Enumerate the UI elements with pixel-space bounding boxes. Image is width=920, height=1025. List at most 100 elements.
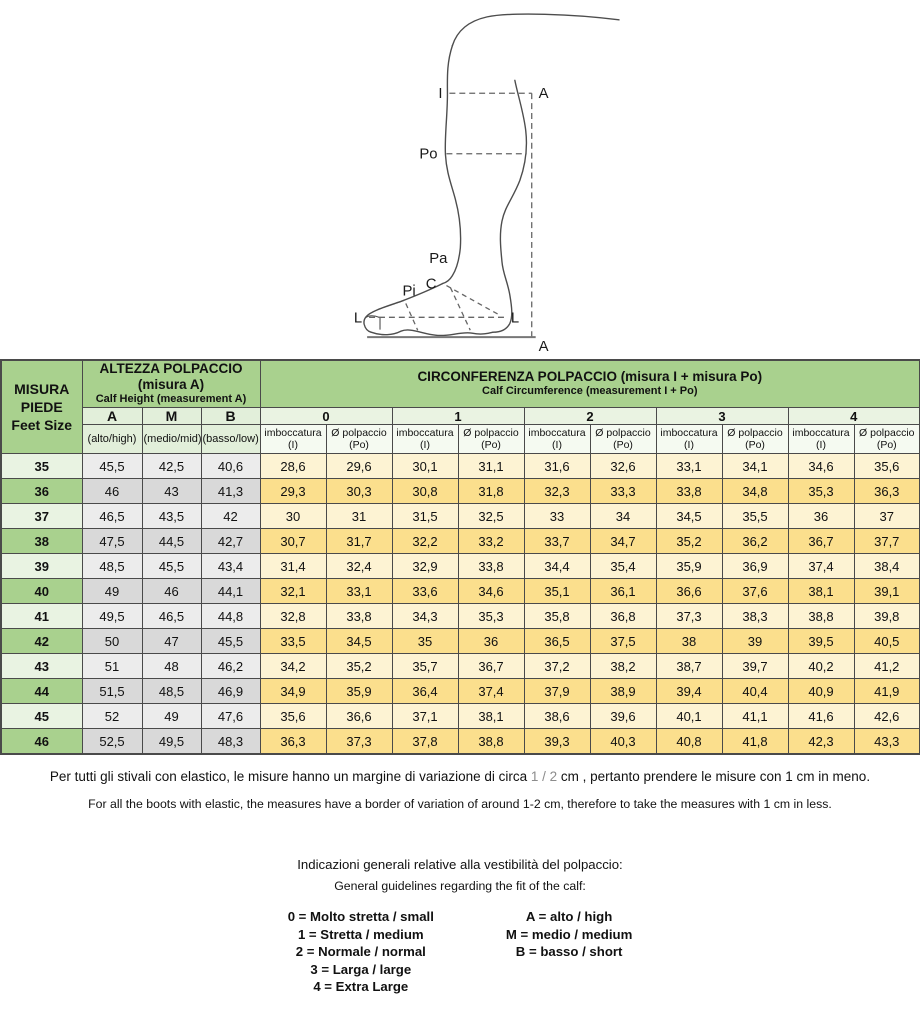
circ-cell: 36,6 (655, 578, 723, 605)
subcol-header-imboccatura: imboccatura (I) (787, 424, 855, 455)
circ-cell: 35,2 (325, 653, 393, 680)
subcol-line1: imboccatura (528, 426, 586, 439)
circ-cell: 36,8 (589, 603, 657, 630)
circ-cell: 35,8 (523, 603, 591, 630)
circ-cell: 37,3 (655, 603, 723, 630)
legend-item: 3 = Larga / large (310, 961, 412, 977)
circ-cell: 30 (259, 503, 327, 530)
note-italian: Per tutti gli stivali con elastico, le m… (0, 769, 920, 784)
circ-cell: 34,6 (457, 578, 525, 605)
circ-cell: 39,8 (853, 603, 920, 630)
diagram-label-i: I (438, 86, 442, 102)
calf-circumference-header: CIRCONFERENZA POLPACCIO (misura I + misu… (259, 359, 920, 409)
legend-item: 2 = Normale / normal (295, 944, 426, 960)
circ-cell: 35,7 (391, 653, 459, 680)
size-cell: 35 (0, 453, 83, 480)
circ-cell: 38,6 (523, 703, 591, 730)
circ-cell: 36,9 (721, 553, 789, 580)
calf-height-title-en: Calf Height (measurement A) (95, 393, 247, 406)
circ-cell: 35,5 (721, 503, 789, 530)
table-row: 41 49,5 46,5 44,8 32,8 33,8 34,3 35,3 35,8 36,8 37… (0, 603, 920, 630)
height-legend: A = alto / high M = medio / medium B = bas… (506, 908, 632, 961)
subcol-header-polpaccio: Ø polpaccio (Po) (853, 424, 920, 455)
table-row: 40 49 46 44,1 32,1 33,1 33,6 34,6 35,1 36,1 36,6 37… (0, 578, 920, 605)
height-cell: 45,5 (200, 628, 261, 655)
size-cell: 45 (0, 703, 83, 730)
feet-size-it-2: PIEDE (20, 398, 63, 415)
size-cell: 42 (0, 628, 83, 655)
circ-cell: 42,6 (853, 703, 920, 730)
circ-cell: 37,4 (457, 678, 525, 705)
diagram-label-l-right: L (511, 310, 519, 326)
circ-cell: 30,1 (391, 453, 459, 480)
height-cell: 46 (141, 578, 202, 605)
circ-cell: 40,9 (787, 678, 855, 705)
table-row: 39 48,5 45,5 43,4 31,4 32,4 32,9 33,8 34,4 35,4 35… (0, 553, 920, 580)
circ-cell: 33,1 (325, 578, 393, 605)
legend-item: A = alto / high (525, 909, 613, 924)
table-row: 45 52 49 47,6 35,6 36,6 37,1 38,1 38,6 39,6 40,1 41… (0, 703, 920, 730)
circ-cell: 38,8 (787, 603, 855, 630)
height-cell: 51,5 (81, 678, 143, 705)
height-cell: 40,6 (200, 453, 261, 480)
size-table-body: 35 45,5 42,5 40,6 28,6 29,6 30,1 31,1 31,6 32,6 33… (0, 453, 920, 755)
subcol-header-imboccatura: imboccatura (I) (391, 424, 459, 455)
circ-cell: 36,7 (787, 528, 855, 555)
legend-item: B = basso / short (515, 944, 623, 960)
circ-cell: 32,1 (259, 578, 327, 605)
circ-cell: 39 (721, 628, 789, 655)
size-cell: 43 (0, 653, 83, 680)
size-cell: 39 (0, 553, 83, 580)
height-cell: 46,9 (200, 678, 261, 705)
diagram-label-a-bottom: A (539, 339, 549, 354)
legend-item: 0 = Molto stretta / small (287, 909, 434, 924)
circ-cell: 30,7 (259, 528, 327, 555)
subcol-line1: imboccatura (264, 426, 322, 439)
column-subheader-b: (basso/low) (200, 424, 261, 455)
table-row: 46 52,5 49,5 48,3 36,3 37,3 37,8 38,8 39,3 40,3 40… (0, 728, 920, 755)
circ-cell: 32,3 (523, 478, 591, 505)
subcol-line1: Ø polpaccio (859, 426, 915, 439)
diagram-label-po: Po (419, 147, 437, 163)
circ-cell: 42,3 (787, 728, 855, 755)
calf-circumference-title-it: CIRCONFERENZA POLPACCIO (misura I + misu… (417, 369, 763, 385)
circ-cell: 40,2 (787, 653, 855, 680)
circ-cell: 34,5 (325, 628, 393, 655)
height-cell: 47,5 (81, 528, 143, 555)
circ-cell: 39,1 (853, 578, 920, 605)
subcol-line1: Ø polpaccio (595, 426, 651, 439)
circ-cell: 41,6 (787, 703, 855, 730)
column-subheader-m: (medio/mid) (141, 424, 202, 455)
size-cell: 44 (0, 678, 83, 705)
feet-size-en: Feet Size (11, 417, 73, 434)
height-cell: 45,5 (141, 553, 202, 580)
circ-cell: 35,6 (259, 703, 327, 730)
circ-cell: 37 (853, 503, 920, 530)
subcol-line2: (I) (816, 439, 826, 452)
circ-cell: 31,1 (457, 453, 525, 480)
circ-cell: 29,3 (259, 478, 327, 505)
table-row: 42 50 47 45,5 33,5 34,5 35 36 36,5 37,5 38 39 39,5 40… (0, 628, 920, 655)
circ-cell: 38 (655, 628, 723, 655)
height-cell: 42,7 (200, 528, 261, 555)
circ-cell: 38,2 (589, 653, 657, 680)
note-english: For all the boots with elastic, the meas… (88, 797, 832, 811)
height-cell: 49,5 (141, 728, 202, 755)
circ-cell: 38,3 (721, 603, 789, 630)
height-cell: 47,6 (200, 703, 261, 730)
subcol-line1: imboccatura (792, 426, 850, 439)
legend-item: 4 = Extra Large (313, 979, 409, 995)
circ-cell: 34,6 (787, 453, 855, 480)
subcol-line2: (I) (420, 439, 430, 452)
circ-cell: 36,2 (721, 528, 789, 555)
diagram-label-pa: Pa (429, 251, 448, 267)
height-cell: 47 (141, 628, 202, 655)
circ-group-header-2: 2 (523, 407, 657, 426)
circ-cell: 39,7 (721, 653, 789, 680)
size-cell: 40 (0, 578, 83, 605)
diagram-label-pi: Pi (402, 283, 415, 299)
circ-cell: 37,6 (721, 578, 789, 605)
height-cell: 42 (200, 503, 261, 530)
circ-group-header-1: 1 (391, 407, 525, 426)
